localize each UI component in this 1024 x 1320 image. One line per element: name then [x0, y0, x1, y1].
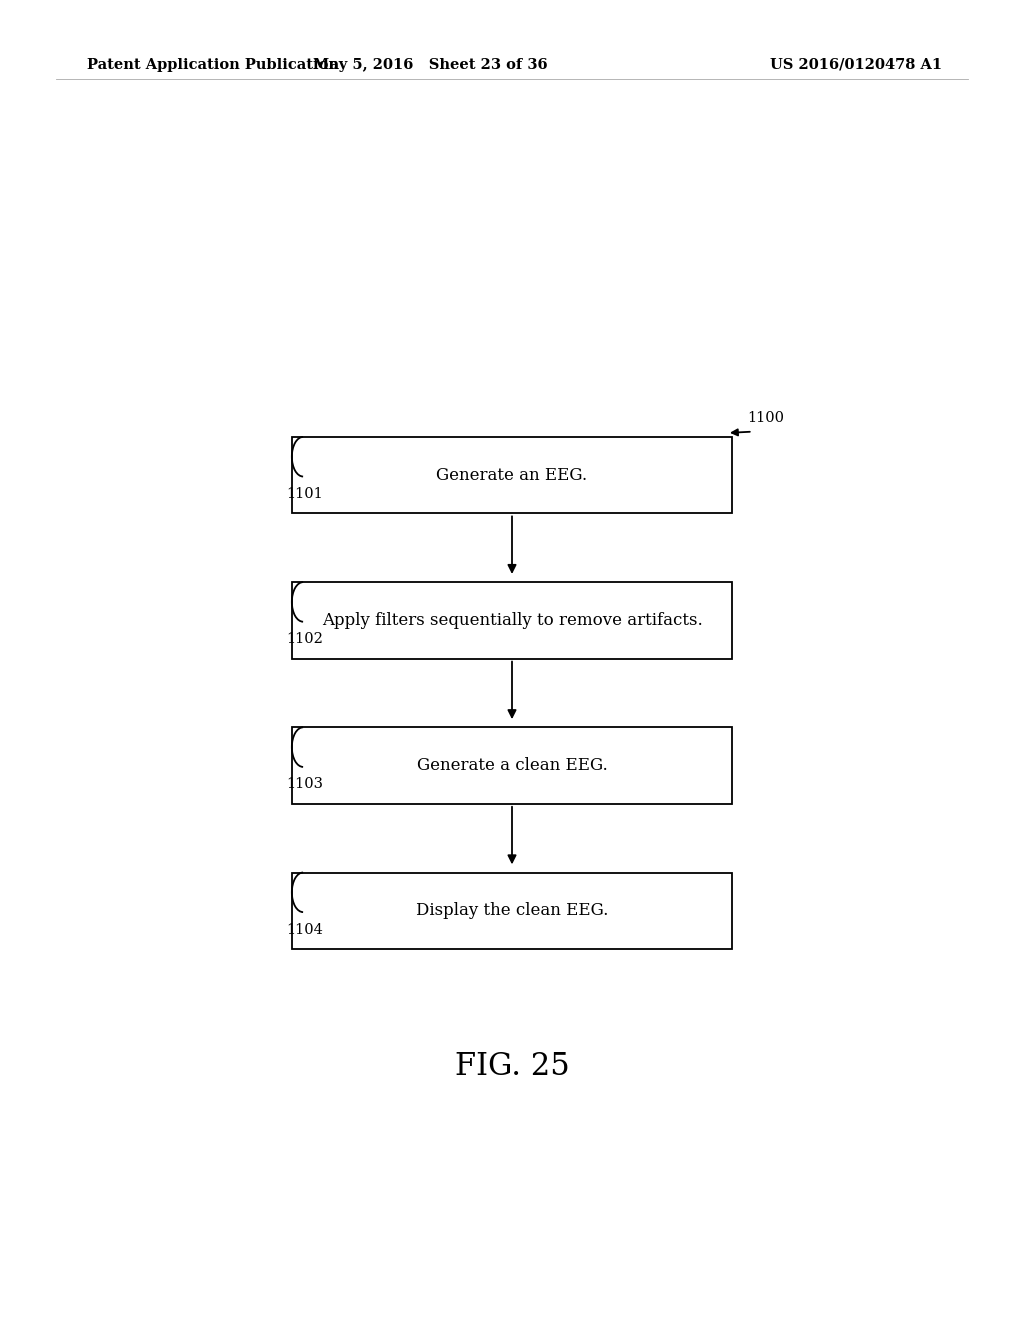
Text: FIG. 25: FIG. 25: [455, 1051, 569, 1082]
Text: May 5, 2016   Sheet 23 of 36: May 5, 2016 Sheet 23 of 36: [312, 58, 548, 71]
Text: 1104: 1104: [287, 923, 324, 937]
Text: Patent Application Publication: Patent Application Publication: [87, 58, 339, 71]
Text: Display the clean EEG.: Display the clean EEG.: [416, 903, 608, 919]
Text: 1103: 1103: [287, 777, 324, 792]
Text: 1100: 1100: [748, 411, 784, 425]
Text: 1102: 1102: [287, 632, 324, 647]
Text: Generate an EEG.: Generate an EEG.: [436, 467, 588, 483]
Bar: [292, 437, 732, 513]
Text: US 2016/0120478 A1: US 2016/0120478 A1: [770, 58, 942, 71]
Bar: [292, 582, 732, 659]
Text: Generate a clean EEG.: Generate a clean EEG.: [417, 758, 607, 774]
Text: 1101: 1101: [287, 487, 324, 502]
Text: Apply filters sequentially to remove artifacts.: Apply filters sequentially to remove art…: [322, 612, 702, 628]
Bar: [292, 727, 732, 804]
Bar: [292, 873, 732, 949]
